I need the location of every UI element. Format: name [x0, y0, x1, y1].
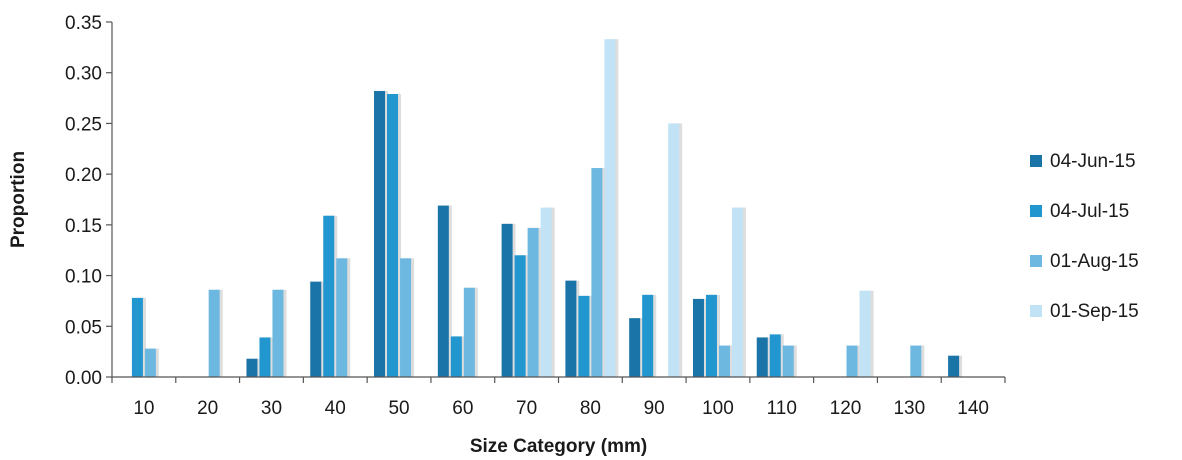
x-tick-label: 50: [388, 398, 409, 419]
bar-30-04-Jul-15: [259, 337, 271, 377]
bar-40-04-Jul-15: [323, 215, 335, 377]
y-tick-label: 0.15: [65, 216, 102, 237]
legend-swatch: [1030, 155, 1042, 167]
bar-100-04-Jun-15: [692, 298, 704, 377]
bar-70-04-Jul-15: [514, 255, 526, 377]
y-tick-label: 0.30: [65, 64, 102, 85]
x-tick-label: 130: [893, 398, 925, 419]
bar-90-01-Sep-15: [668, 123, 680, 377]
x-tick-label: 20: [197, 398, 218, 419]
bar-100-01-Aug-15: [718, 345, 730, 377]
bar-10-01-Aug-15: [144, 348, 156, 377]
bars-layer: [131, 39, 963, 377]
bar-50-04-Jun-15: [374, 90, 386, 377]
bar-80-04-Jul-15: [578, 295, 590, 377]
bar-140-04-Jun-15: [948, 355, 960, 377]
x-tick-label: 80: [580, 398, 601, 419]
bar-50-01-Aug-15: [400, 258, 412, 377]
x-tick-label: 70: [516, 398, 537, 419]
bar-110-04-Jul-15: [769, 334, 781, 377]
legend-label: 04-Jun-15: [1050, 151, 1136, 172]
bar-120-01-Sep-15: [859, 290, 871, 377]
bar-90-04-Jun-15: [629, 318, 641, 377]
y-tick-label: 0.05: [65, 317, 102, 338]
bar-60-01-Aug-15: [463, 287, 475, 377]
bar-110-04-Jun-15: [756, 337, 768, 377]
ticks-layer: 0.00 0.05 0.10 0.15 0.20 0.25 0.30 0.35 10 20 30 40…: [65, 13, 1006, 419]
y-axis-title: Proportion: [8, 151, 29, 248]
bar-50-04-Jul-15: [387, 94, 399, 377]
x-tick-label: 90: [644, 398, 665, 419]
bar-40-04-Jun-15: [310, 281, 322, 377]
bar-60-04-Jun-15: [437, 205, 449, 377]
bar-70-01-Sep-15: [540, 207, 552, 377]
bar-100-04-Jul-15: [705, 294, 717, 377]
bar-110-01-Aug-15: [782, 345, 794, 377]
bar-120-01-Aug-15: [846, 345, 858, 377]
bar-30-04-Jun-15: [246, 358, 258, 377]
x-tick-label: 120: [830, 398, 862, 419]
x-tick-label: 110: [767, 398, 797, 419]
legend-label: 01-Sep-15: [1050, 301, 1139, 322]
y-tick-label: 0.35: [65, 13, 102, 34]
bar-70-01-Aug-15: [527, 227, 539, 377]
x-tick-label: 60: [452, 398, 473, 419]
bar-70-04-Jun-15: [501, 223, 513, 377]
bar-90-04-Jul-15: [642, 294, 654, 377]
x-tick-label: 10: [133, 398, 154, 419]
x-tick-label: 140: [957, 398, 989, 419]
bar-20-01-Aug-15: [208, 289, 220, 377]
y-tick-label: 0.25: [65, 114, 102, 135]
legend-label: 04-Jul-15: [1050, 201, 1129, 222]
bar-80-04-Jun-15: [565, 280, 577, 377]
bar-130-01-Aug-15: [910, 345, 922, 377]
bar-80-01-Aug-15: [591, 168, 603, 377]
x-axis-title: Size Category (mm): [470, 436, 647, 457]
legend-swatch: [1030, 255, 1042, 267]
bar-80-01-Sep-15: [604, 39, 616, 377]
legend: 04-Jun-15 04-Jul-15 01-Aug-15 01-Sep-15: [1030, 151, 1139, 322]
bar-100-01-Sep-15: [731, 207, 743, 377]
y-tick-label: 0.20: [65, 165, 102, 186]
bar-40-01-Aug-15: [336, 258, 348, 377]
y-tick-label: 0.00: [65, 368, 102, 389]
legend-swatch: [1030, 205, 1042, 217]
x-tick-label: 40: [325, 398, 346, 419]
x-tick-label: 30: [261, 398, 282, 419]
bar-30-01-Aug-15: [272, 289, 284, 377]
y-tick-label: 0.10: [65, 267, 102, 288]
x-tick-label: 100: [702, 398, 734, 419]
legend-swatch: [1030, 305, 1042, 317]
legend-label: 01-Aug-15: [1050, 251, 1139, 272]
bar-60-04-Jul-15: [450, 336, 462, 377]
bar-10-04-Jul-15: [131, 297, 143, 377]
